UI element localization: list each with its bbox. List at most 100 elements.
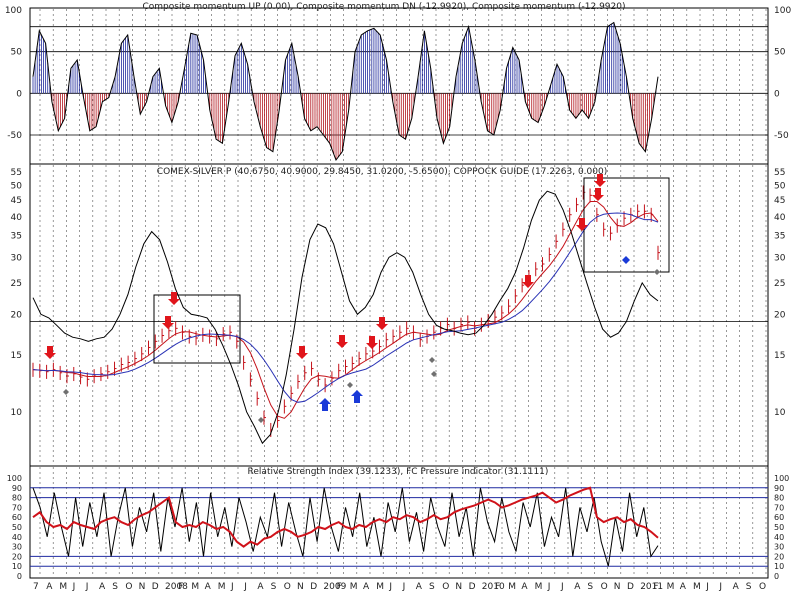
momentum-y-tick-right: 100 [774, 6, 791, 16]
x-axis-label: A [205, 582, 212, 592]
price-y-tick-right: 45 [774, 196, 785, 206]
rsi-y-tick-left: 0 [17, 572, 22, 581]
diamond-marker-icon [654, 269, 660, 275]
x-axis-label: D [152, 582, 159, 592]
x-axis-label: J [705, 582, 709, 592]
price-y-tick-left: 35 [11, 232, 22, 242]
momentum-y-tick-left: 100 [5, 6, 22, 16]
rsi-y-tick-right: 90 [774, 484, 784, 493]
x-axis-label: M [693, 582, 701, 592]
x-axis-label: J [72, 582, 76, 592]
x-axis-label: M [59, 582, 67, 592]
momentum-title: Composite momentum UP (0.00), Composite … [143, 2, 626, 12]
rsi-y-tick-right: 100 [774, 474, 789, 483]
rsi-y-tick-left: 100 [7, 474, 22, 483]
momentum-y-tick-right: 0 [774, 89, 780, 99]
x-axis-label: 2010 [482, 582, 505, 592]
sell-arrow-icon [522, 275, 534, 288]
rsi-y-tick-right: 60 [774, 513, 784, 522]
x-axis-label: J [718, 582, 722, 592]
x-axis-label: N [614, 582, 621, 592]
diamond-marker-icon [258, 417, 264, 423]
sell-arrow-icon [592, 188, 604, 201]
price-y-tick-left: 30 [11, 253, 23, 263]
x-axis-label: A [574, 582, 581, 592]
highlight-box-2008 [153, 294, 241, 364]
x-axis-label: N [455, 582, 462, 592]
x-axis-label: M [350, 582, 358, 592]
x-axis-label: S [429, 582, 435, 592]
rsi-y-tick-right: 0 [774, 572, 779, 581]
x-axis-label: J [560, 582, 564, 592]
x-axis-label: O [125, 582, 132, 592]
x-axis-label: J [547, 582, 551, 592]
x-axis-label: 2011 [640, 582, 663, 592]
price-y-tick-left: 45 [11, 196, 22, 206]
x-axis-label: A [46, 582, 53, 592]
sell-arrow-icon [594, 174, 606, 187]
price-y-tick-right: 30 [774, 253, 786, 263]
rsi-line [32, 486, 659, 548]
rsi-y-tick-left: 40 [12, 533, 22, 542]
sell-arrow-icon [366, 336, 378, 349]
price-y-tick-left: 40 [11, 213, 23, 223]
price-y-tick-left: 25 [11, 279, 22, 289]
x-axis-label: F [653, 582, 658, 592]
sell-arrow-icon [44, 346, 56, 359]
buy-arrow-icon [319, 398, 331, 411]
x-axis-label: M [376, 582, 384, 592]
x-axis-label: 2009 [323, 582, 346, 592]
blue-diamond-marker-icon [622, 256, 630, 264]
x-axis-label: 2008 [165, 582, 188, 592]
x-axis-label: D [310, 582, 317, 592]
price-y-tick-right: 15 [774, 351, 785, 361]
price-y-tick-right: 50 [774, 181, 786, 191]
x-axis-label: A [416, 582, 423, 592]
x-axis-label: M [508, 582, 516, 592]
rsi-title: Relative Strength Index (39.1233), FC Pr… [248, 467, 549, 477]
x-axis-label: D [627, 582, 634, 592]
rsi-y-tick-right: 40 [774, 533, 784, 542]
diamond-marker-icon [347, 382, 353, 388]
x-axis-label: J [85, 582, 89, 592]
momentum-line [32, 21, 659, 162]
moving-average-slow [32, 212, 659, 403]
x-axis-label: A [680, 582, 687, 592]
x-axis-label: A [99, 582, 106, 592]
x-axis-label: F [178, 582, 183, 592]
price-y-tick-right: 55 [774, 168, 785, 178]
x-axis-label: M [191, 582, 199, 592]
momentum-panel: -50 -50 0 0 50 50 100 100 Composite momentum UP… [5, 2, 791, 165]
price-y-tick-right: 35 [774, 232, 785, 242]
x-axis-label: O [759, 582, 766, 592]
rsi-y-tick-left: 90 [12, 484, 22, 493]
price-y-tick-left: 50 [11, 181, 23, 191]
x-axis-label: A [733, 582, 740, 592]
x-axis-label: J [402, 582, 406, 592]
price-y-tick-right: 10 [774, 408, 786, 418]
sell-arrow-icon [296, 346, 308, 359]
diamond-marker-icon [429, 357, 435, 363]
price-title: COMEX-SILVER P (40.6750, 40.9000, 29.845… [157, 167, 607, 177]
x-axis-label: O [442, 582, 449, 592]
x-axis-label: M [535, 582, 543, 592]
x-axis-label: J [230, 582, 234, 592]
x-axis-label: F [337, 582, 342, 592]
momentum-y-tick-left: -50 [7, 131, 22, 141]
price-y-tick-left: 10 [11, 408, 23, 418]
x-axis-label: S [587, 582, 593, 592]
x-axis-label: N [297, 582, 304, 592]
rsi-y-tick-left: 80 [12, 494, 22, 503]
rsi-y-tick-left: 70 [12, 503, 22, 512]
momentum-y-tick-right: 50 [774, 48, 786, 58]
x-axis-label: J [243, 582, 247, 592]
price-y-tick-right: 20 [774, 310, 786, 320]
fc-pressure-line [32, 487, 659, 567]
x-axis-label: 7 [33, 582, 39, 592]
sell-arrow-icon [168, 292, 180, 305]
momentum-y-tick-left: 50 [11, 48, 23, 58]
diamond-marker-icon [63, 389, 69, 395]
